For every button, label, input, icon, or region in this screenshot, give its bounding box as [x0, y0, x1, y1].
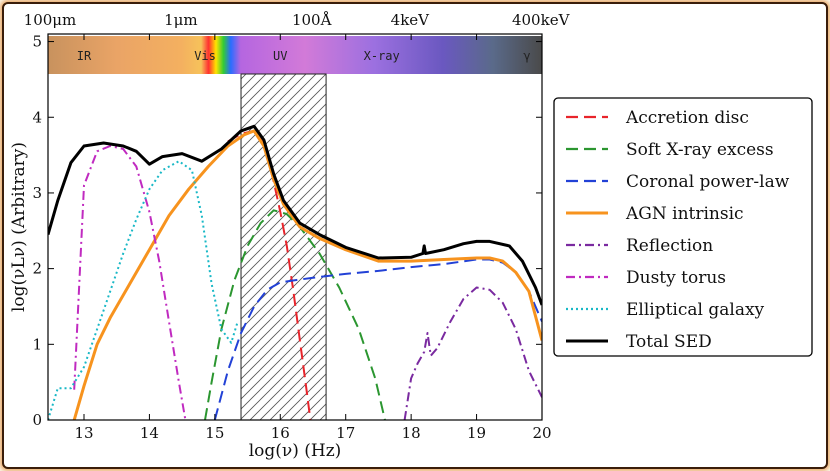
x-axis-label: log(ν) (Hz) [249, 441, 342, 461]
top-axis-label-3: 4keV [391, 11, 431, 29]
x-tick-label-5: 18 [402, 424, 421, 442]
y-tick-label-1: 1 [32, 335, 42, 353]
band-label-3: X-ray [364, 49, 400, 63]
series-line-soft-x-ray-excess [204, 209, 386, 420]
y-tick-label-0: 0 [32, 411, 42, 429]
y-tick-label-3: 3 [32, 184, 42, 202]
y-tick-label-2: 2 [32, 260, 42, 278]
series-line-agn-intrinsic [72, 129, 542, 420]
y-tick-label-5: 5 [32, 33, 42, 51]
series-line-total-sed [48, 124, 542, 306]
legend-label-0: Accretion disc [625, 108, 749, 128]
x-tick-label-3: 16 [271, 424, 290, 442]
series-line-dusty-torus [73, 145, 187, 420]
top-axis-label-0: 100μm [24, 11, 77, 29]
legend-label-3: AGN intrinsic [625, 204, 744, 224]
band-label-1: Vis [194, 49, 216, 63]
legend-label-4: Reflection [626, 236, 713, 256]
plot-frame [47, 33, 543, 421]
x-tick-label-2: 15 [205, 424, 224, 442]
y-axis-label: log(νLν) (Arbitrary) [9, 142, 29, 312]
legend-label-2: Coronal power-law [626, 172, 790, 192]
band-label-0: IR [77, 49, 92, 63]
spectrum-band [48, 36, 542, 74]
legend-label-1: Soft X-ray excess [626, 140, 774, 160]
legend-label-5: Dusty torus [626, 268, 726, 288]
top-axis-label-1: 1μm [164, 11, 198, 29]
x-tick-label-7: 20 [532, 424, 551, 442]
x-tick-label-0: 13 [74, 424, 93, 442]
band-label-2: UV [273, 49, 287, 63]
series-line-reflection [403, 286, 542, 420]
x-tick-label-4: 17 [336, 424, 355, 442]
top-axis-label-2: 100Å [292, 11, 332, 29]
series-line-elliptical-galaxy [48, 160, 239, 420]
legend-label-7: Total SED [626, 332, 712, 352]
legend-box [553, 97, 813, 357]
top-axis-label-4: 400keV [512, 11, 571, 29]
x-tick-label-6: 19 [467, 424, 486, 442]
y-tick-label-4: 4 [32, 108, 42, 126]
band-label-4: γ [523, 49, 530, 63]
legend-label-6: Elliptical galaxy [626, 300, 765, 320]
x-tick-label-1: 14 [140, 424, 159, 442]
